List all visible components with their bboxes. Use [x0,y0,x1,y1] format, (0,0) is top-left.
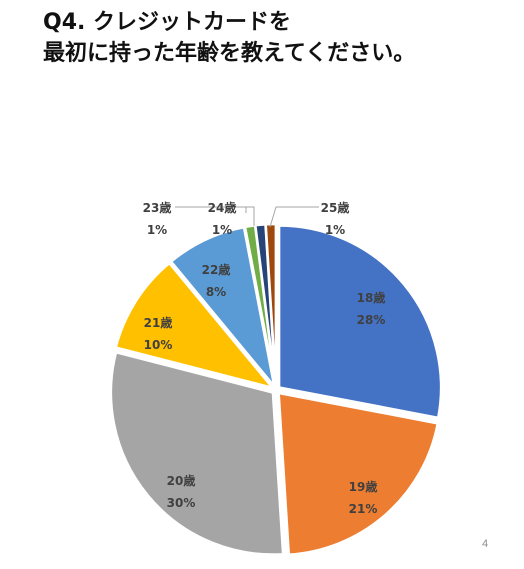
slice-value-3: 30% [167,496,196,510]
slice-value-4: 10% [144,338,173,352]
slice-value-2: 21% [349,502,378,516]
slice-label-4: 21歳 [144,315,173,330]
chart-title: Q4. クレジットカードを 最初に持った年齢を教えてください。 [43,7,415,69]
slice-value-7: 1% [212,223,232,237]
slice-label-7: 24歳 [208,200,237,215]
slice-label-8: 25歳 [321,200,350,215]
pie-slice-1 [277,224,443,420]
title-line-2: 最初に持った年齢を教えてください。 [43,41,416,66]
pie-slice-3 [109,350,285,556]
slice-value-6: 1% [147,223,167,237]
title-line-1: Q4. クレジットカードを [43,10,292,35]
slice-label-1: 18歳 [357,290,386,305]
leader-line-7 [240,206,255,226]
slice-label-5: 22歳 [202,262,231,277]
slice-value-8: 1% [325,223,345,237]
pie-slice-2 [277,391,440,557]
slice-label-3: 20歳 [167,473,196,488]
slice-label-2: 19歳 [349,479,378,494]
slice-value-5: 8% [206,285,226,299]
pie-slice-4 [114,261,277,391]
page-number: 4 [482,538,489,550]
leader-line-8 [269,206,319,228]
slice-value-1: 28% [357,313,386,327]
slice-label-6: 23歳 [143,200,172,215]
